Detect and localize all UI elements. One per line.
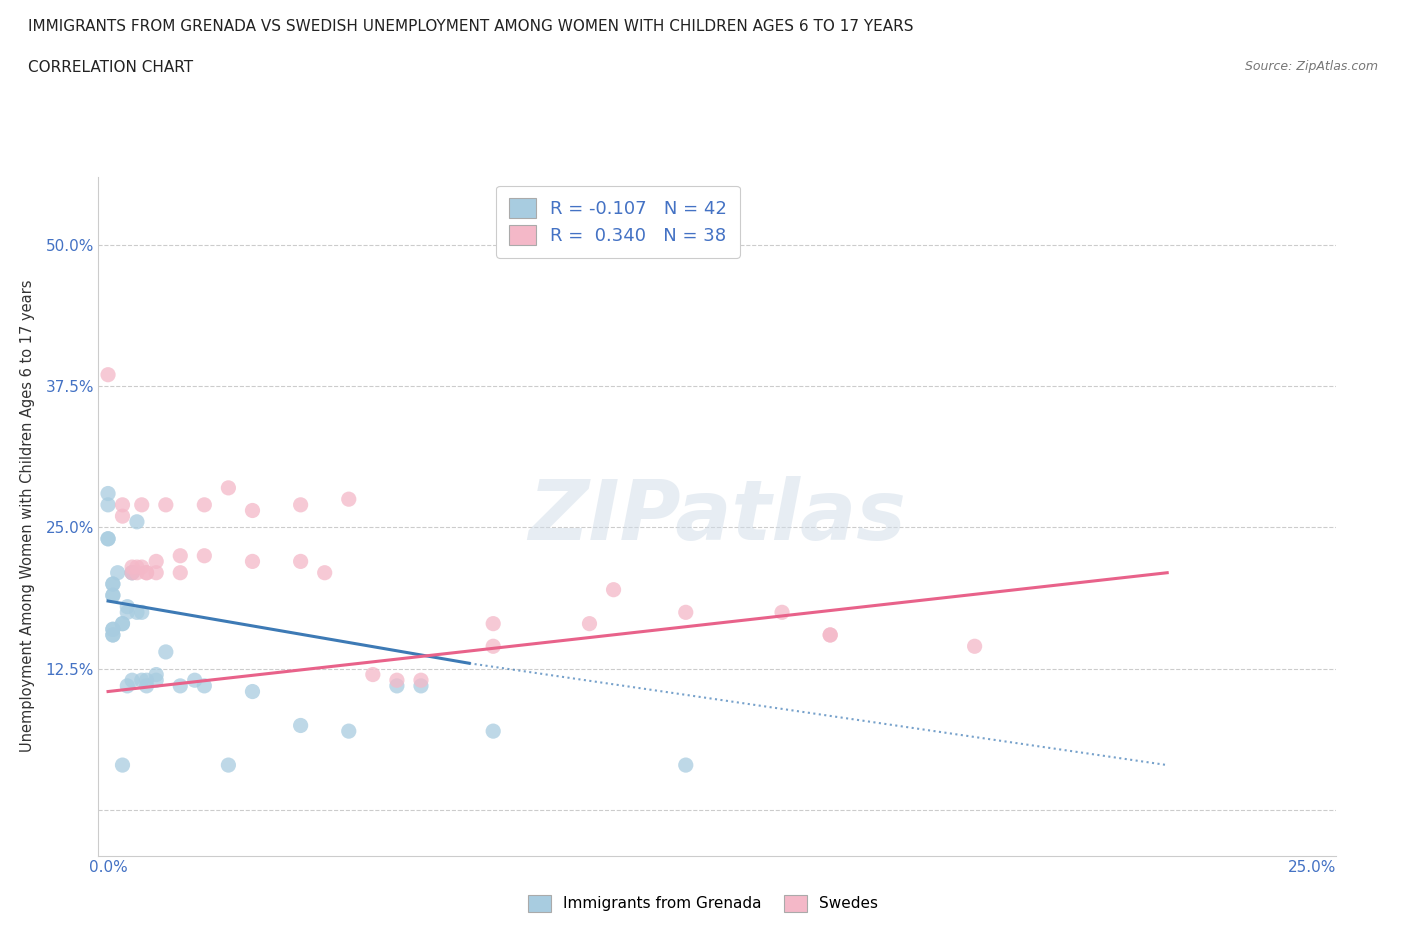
Point [111, 498, 134, 512]
Point [117, 679, 139, 694]
Text: CORRELATION CHART: CORRELATION CHART [28, 60, 193, 75]
Point [101, 628, 124, 643]
Point [131, 560, 153, 575]
Point [193, 549, 215, 564]
Point [169, 565, 191, 580]
Point [675, 604, 697, 619]
Point [111, 617, 134, 631]
Point [101, 577, 124, 591]
Point [770, 604, 793, 619]
Point [101, 622, 124, 637]
Legend: R = -0.107   N = 42, R =  0.340   N = 38: R = -0.107 N = 42, R = 0.340 N = 38 [496, 186, 740, 258]
Point [290, 718, 312, 733]
Point [242, 503, 264, 518]
Point [97, 531, 120, 546]
Point [97, 486, 120, 501]
Point [385, 672, 408, 687]
Point [117, 604, 139, 619]
Point [101, 588, 124, 603]
Point [111, 617, 134, 631]
Point [385, 679, 408, 694]
Point [125, 565, 148, 580]
Point [97, 367, 120, 382]
Point [337, 724, 360, 738]
Point [125, 514, 148, 529]
Point [242, 554, 264, 569]
Point [217, 758, 239, 773]
Point [145, 667, 167, 682]
Point [217, 481, 239, 496]
Point [145, 554, 167, 569]
Text: ZIPatlas: ZIPatlas [529, 475, 905, 557]
Point [337, 492, 360, 507]
Point [409, 672, 432, 687]
Point [169, 679, 191, 694]
Point [135, 672, 157, 687]
Point [242, 684, 264, 699]
Point [121, 565, 143, 580]
Point [135, 565, 157, 580]
Point [101, 628, 124, 643]
Point [135, 679, 157, 694]
Point [131, 498, 153, 512]
Point [183, 672, 205, 687]
Point [111, 758, 134, 773]
Point [155, 644, 177, 659]
Point [193, 679, 215, 694]
Point [121, 565, 143, 580]
Text: Source: ZipAtlas.com: Source: ZipAtlas.com [1244, 60, 1378, 73]
Point [101, 588, 124, 603]
Legend: Immigrants from Grenada, Swedes: Immigrants from Grenada, Swedes [522, 889, 884, 918]
Point [135, 565, 157, 580]
Point [101, 577, 124, 591]
Point [290, 498, 312, 512]
Point [290, 554, 312, 569]
Point [169, 549, 191, 564]
Point [155, 498, 177, 512]
Text: IMMIGRANTS FROM GRENADA VS SWEDISH UNEMPLOYMENT AMONG WOMEN WITH CHILDREN AGES 6: IMMIGRANTS FROM GRENADA VS SWEDISH UNEMP… [28, 19, 914, 33]
Point [675, 758, 697, 773]
Point [121, 560, 143, 575]
Point [482, 639, 505, 654]
Point [125, 604, 148, 619]
Point [121, 672, 143, 687]
Point [101, 622, 124, 637]
Point [107, 565, 129, 580]
Point [145, 565, 167, 580]
Point [409, 679, 432, 694]
Point [602, 582, 624, 597]
Point [121, 565, 143, 580]
Point [131, 672, 153, 687]
Point [482, 617, 505, 631]
Point [963, 639, 986, 654]
Point [125, 560, 148, 575]
Point [482, 724, 505, 738]
Point [818, 628, 841, 643]
Point [131, 604, 153, 619]
Point [97, 498, 120, 512]
Y-axis label: Unemployment Among Women with Children Ages 6 to 17 years: Unemployment Among Women with Children A… [20, 280, 35, 752]
Point [111, 509, 134, 524]
Point [818, 628, 841, 643]
Point [361, 667, 384, 682]
Point [314, 565, 336, 580]
Point [578, 617, 600, 631]
Point [97, 531, 120, 546]
Point [117, 599, 139, 614]
Point [193, 498, 215, 512]
Point [145, 672, 167, 687]
